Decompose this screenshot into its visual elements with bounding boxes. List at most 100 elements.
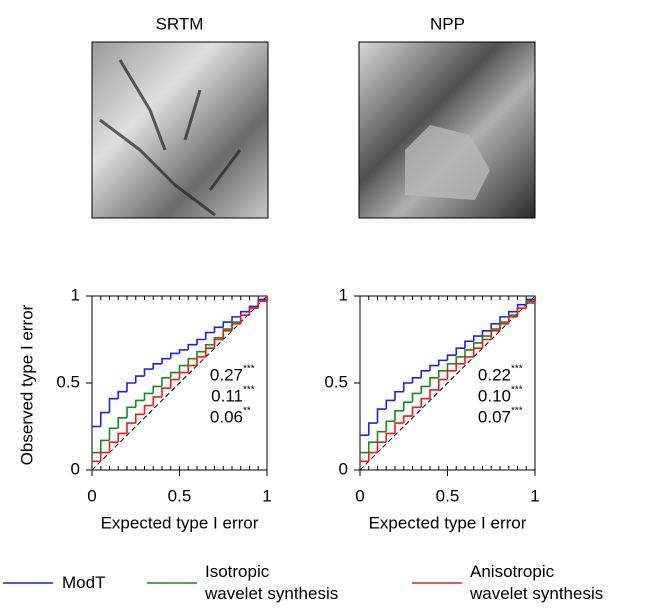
annotation-significance: *** [511, 406, 523, 417]
x-tick-label: 1 [530, 486, 539, 505]
step-segment [134, 413, 145, 424]
step-segment [108, 441, 119, 453]
annotation-significance: *** [243, 385, 255, 396]
step-segment [169, 371, 180, 378]
step-segment [385, 420, 395, 432]
step-segment [411, 406, 422, 417]
step-segment [455, 347, 465, 356]
step-segment [446, 363, 457, 371]
step-segment [429, 376, 439, 387]
step-segment [507, 316, 518, 324]
step-segment [499, 323, 509, 331]
step-segment [196, 338, 206, 345]
step-segment [367, 422, 378, 436]
step-segment [161, 357, 171, 364]
step-segment [126, 422, 136, 434]
step-segment [187, 343, 197, 350]
step-segment [429, 364, 439, 371]
y-tick-label: 0.5 [324, 372, 348, 391]
step-segment [126, 406, 136, 418]
step-segment [376, 408, 387, 424]
step-segment [204, 331, 215, 340]
x-axis-label: Expected type I error [369, 513, 527, 532]
step-segment [455, 356, 465, 364]
step-segment [169, 352, 180, 359]
step-segment [376, 430, 387, 443]
x-tick-label: 1 [262, 486, 271, 505]
step-segment [143, 404, 154, 415]
step-segment [108, 427, 119, 441]
step-segment [394, 422, 404, 434]
step-segment [490, 330, 500, 340]
step-segment [472, 347, 483, 357]
step-segment [161, 387, 171, 397]
y-axis-label: Observed type I error [17, 304, 36, 465]
annotation-value: 0.11 [211, 386, 243, 405]
annotation-significance: *** [511, 364, 523, 375]
step-segment [134, 399, 145, 408]
step-segment [472, 335, 483, 342]
y-tick-label: 0 [71, 459, 80, 478]
legend-label: ModT [62, 573, 106, 592]
step-segment [222, 330, 232, 340]
step-segment [231, 316, 241, 323]
step-segment [385, 399, 395, 410]
step-segment [117, 390, 127, 399]
step-segment [420, 370, 430, 378]
step-segment [204, 347, 215, 357]
panel-title: SRTM [156, 14, 204, 33]
npp-image [358, 41, 536, 219]
step-segment [455, 363, 465, 371]
step-segment [126, 382, 136, 392]
step-segment [143, 392, 154, 401]
annotation-significance: *** [243, 364, 255, 375]
step-segment [394, 390, 404, 401]
reference-diagonal [91, 295, 268, 471]
step-segment [117, 417, 127, 429]
step-segment [420, 385, 430, 394]
annotation-value: 0.27 [210, 365, 243, 384]
step-segment [402, 382, 413, 392]
annotation-value: 0.07 [478, 407, 511, 426]
step-segment [402, 401, 413, 411]
step-segment [108, 397, 119, 413]
step-segment [213, 326, 224, 333]
step-segment [481, 338, 492, 349]
step-segment [161, 376, 171, 387]
step-segment [231, 323, 241, 331]
step-segment [367, 441, 378, 453]
step-segment [187, 357, 197, 366]
x-tick-label: 0.5 [168, 486, 192, 505]
step-segment [99, 411, 110, 427]
step-segment [196, 356, 206, 366]
step-segment [169, 378, 180, 389]
step-segment [257, 300, 267, 309]
step-segment [385, 432, 395, 443]
step-segment [152, 385, 162, 394]
step-segment [152, 363, 162, 370]
step-segment [239, 314, 250, 324]
reference-diagonal [359, 295, 536, 471]
step-segment [213, 338, 224, 349]
step-segment [143, 368, 154, 377]
step-segment [248, 307, 259, 316]
srtm-image [91, 41, 269, 219]
step-segment [99, 439, 110, 453]
step-segment [446, 370, 457, 380]
step-segment [99, 451, 110, 462]
panel-title: NPP [430, 14, 465, 33]
annotation-value: 0.22 [478, 365, 511, 384]
legend-label: Anisotropic wavelet synthesis [470, 562, 604, 603]
step-segment [134, 375, 145, 383]
step-segment [178, 349, 189, 354]
y-tick-label: 0 [339, 459, 348, 478]
legend-label: Isotropic wavelet synthesis [205, 562, 339, 603]
step-segment [257, 300, 267, 309]
step-segment [402, 415, 413, 424]
step-segment [367, 451, 378, 462]
step-segment [437, 359, 448, 366]
step-segment [178, 371, 189, 380]
step-segment [411, 376, 422, 383]
